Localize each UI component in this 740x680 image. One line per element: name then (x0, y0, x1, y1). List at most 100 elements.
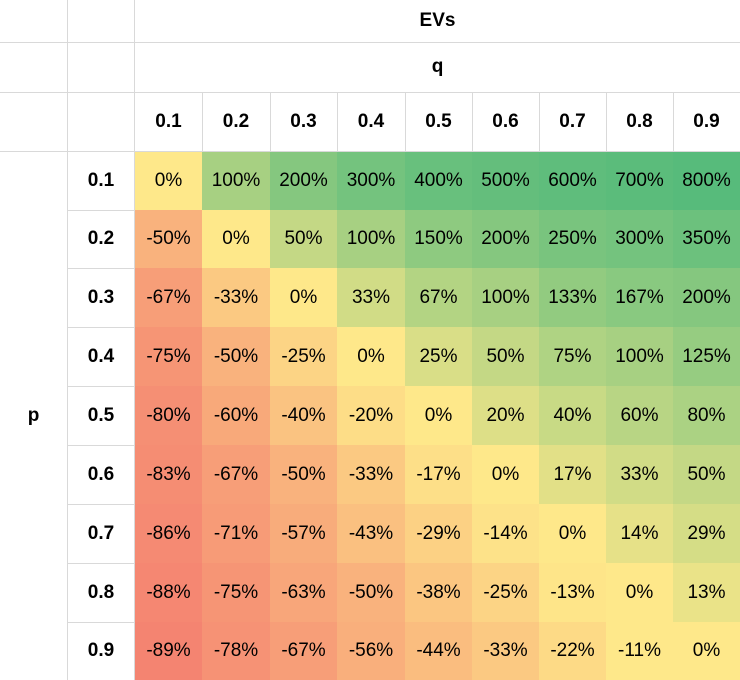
heatmap-cell: 500% (472, 152, 539, 210)
heatmap-cell: 100% (337, 210, 405, 268)
x-tick-label: 0.5 (425, 111, 452, 132)
x-tick-label: 0.8 (626, 111, 653, 132)
heatmap-cell: -80% (135, 386, 202, 445)
heatmap-cell: 0% (135, 152, 202, 210)
heatmap-cell: -78% (202, 622, 270, 680)
heatmap-cell: 29% (673, 504, 740, 563)
heatmap-cell: 50% (673, 445, 740, 504)
heatmap-cell: 33% (337, 268, 405, 327)
heatmap-cell: 600% (539, 152, 606, 210)
y-tick-label: 0.1 (87, 170, 115, 191)
grid-line (134, 0, 135, 680)
heatmap-cell: 75% (539, 327, 606, 386)
heatmap-cell: 0% (405, 386, 472, 445)
heatmap-cell: -33% (202, 268, 270, 327)
heatmap-cell: -57% (270, 504, 337, 563)
grid-line (539, 92, 540, 152)
heatmap-cell: 200% (673, 268, 740, 327)
heatmap-cell: 13% (673, 563, 740, 622)
heatmap-cell: -44% (405, 622, 472, 680)
heatmap-cell: -83% (135, 445, 202, 504)
grid-line (673, 92, 674, 152)
heatmap-cell: -25% (270, 327, 337, 386)
y-tick-label: 0.9 (87, 640, 115, 661)
grid-line (67, 327, 135, 328)
heatmap-cell: 700% (606, 152, 673, 210)
heatmap-cell: 133% (539, 268, 606, 327)
heatmap-cell: 20% (472, 386, 539, 445)
heatmap-cell: -67% (135, 268, 202, 327)
grid-line (67, 563, 135, 564)
heatmap-cell: -29% (405, 504, 472, 563)
grid-line (67, 504, 135, 505)
heatmap-cell: 25% (405, 327, 472, 386)
heatmap-cell: 150% (405, 210, 472, 268)
heatmap-cell: 167% (606, 268, 673, 327)
y-axis-label: p (27, 405, 40, 426)
x-tick-label: 0.2 (222, 111, 250, 132)
heatmap-cell: 67% (405, 268, 472, 327)
heatmap-cell: -86% (135, 504, 202, 563)
heatmap-cell: -63% (270, 563, 337, 622)
heatmap-cell: -56% (337, 622, 405, 680)
y-tick-label: 0.6 (87, 463, 115, 485)
heatmap-cell: 17% (539, 445, 606, 504)
grid-line (405, 92, 406, 152)
heatmap-cell: -50% (202, 327, 270, 386)
x-axis-label: q (431, 56, 444, 77)
heatmap-cell: -75% (202, 563, 270, 622)
x-tick-label: 0.3 (290, 111, 317, 132)
x-tick-label: 0.1 (155, 111, 182, 132)
heatmap-cell: 50% (472, 327, 539, 386)
heatmap-cell: 100% (202, 152, 270, 210)
grid-line (606, 92, 607, 152)
y-tick-label: 0.5 (87, 404, 115, 426)
grid-line (67, 210, 135, 211)
heatmap-cell: 250% (539, 210, 606, 268)
heatmap-cell: 80% (673, 386, 740, 445)
heatmap-cell: 40% (539, 386, 606, 445)
heatmap-cell: -11% (606, 622, 673, 680)
heatmap-cell: 33% (606, 445, 673, 504)
heatmap-cell: -75% (135, 327, 202, 386)
y-tick-label: 0.4 (87, 345, 115, 367)
heatmap-cell: -43% (337, 504, 405, 563)
y-tick-label: 0.2 (87, 228, 115, 249)
heatmap-cell: 100% (472, 268, 539, 327)
heatmap-cell: 14% (606, 504, 673, 563)
heatmap-cell: -60% (202, 386, 270, 445)
x-tick-label: 0.6 (492, 111, 519, 132)
heatmap-cell: -71% (202, 504, 270, 563)
x-tick-label: 0.9 (693, 111, 720, 132)
heatmap-cell: -33% (472, 622, 539, 680)
heatmap-cell: 800% (673, 152, 740, 210)
grid-line (472, 92, 473, 152)
heatmap-cell: -22% (539, 622, 606, 680)
grid-line (0, 151, 740, 152)
y-tick-label: 0.7 (87, 522, 115, 544)
heatmap-cell: 0% (202, 210, 270, 268)
heatmap-cell: -38% (405, 563, 472, 622)
grid-line (67, 386, 135, 387)
heatmap-cell: 0% (472, 445, 539, 504)
heatmap-cell: 300% (606, 210, 673, 268)
heatmap-cell: 0% (606, 563, 673, 622)
heatmap-cell: -88% (135, 563, 202, 622)
heatmap-cell: 0% (673, 622, 740, 680)
heatmap-cell: -89% (135, 622, 202, 680)
y-tick-label: 0.8 (87, 581, 115, 603)
heatmap-cell: 125% (673, 327, 740, 386)
heatmap-cell: 200% (270, 152, 337, 210)
heatmap-cell: -67% (202, 445, 270, 504)
grid-line (0, 42, 740, 43)
heatmap-cell: 100% (606, 327, 673, 386)
heatmap-cell: -50% (135, 210, 202, 268)
grid-line (67, 268, 135, 269)
heatmap-cell: 0% (270, 268, 337, 327)
heatmap-cell: 0% (539, 504, 606, 563)
heatmap-cell: -33% (337, 445, 405, 504)
grid-line (67, 445, 135, 446)
heatmap-cell: -17% (405, 445, 472, 504)
heatmap-cell: -40% (270, 386, 337, 445)
